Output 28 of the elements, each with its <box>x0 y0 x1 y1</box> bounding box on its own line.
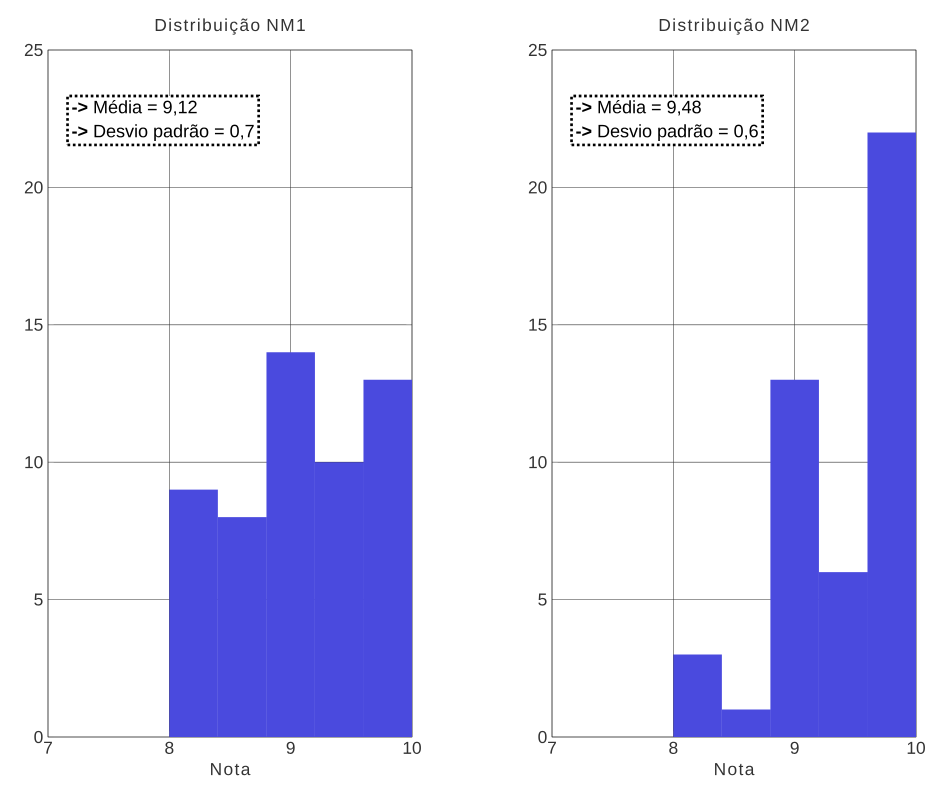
annotation: -> Média = 9,12 <box>72 100 197 116</box>
x-tick-label: 10 <box>404 742 421 754</box>
y-tick-label: 10 <box>529 456 547 468</box>
x-tick-label: 8 <box>669 742 678 754</box>
x-tick-label: 9 <box>286 742 295 754</box>
x-tick-label: 9 <box>790 742 799 754</box>
x-tick-label: 8 <box>165 742 174 754</box>
y-tick-label: 5 <box>34 594 43 606</box>
chart-title: Distribuição NM1 <box>156 18 305 35</box>
y-tick-label: 20 <box>528 181 547 194</box>
y-tick-label: 10 <box>25 456 43 468</box>
x-tick-label: 7 <box>44 742 52 754</box>
y-tick-label: 25 <box>528 44 547 56</box>
y-tick-label: 15 <box>529 318 547 331</box>
y-tick-label: 0 <box>538 730 547 744</box>
y-tick-label: 25 <box>24 44 43 56</box>
y-tick-label: 20 <box>24 181 43 194</box>
y-tick-label: 15 <box>25 318 43 331</box>
x-tick-label: 10 <box>908 742 925 754</box>
x-tick-label: 7 <box>548 742 556 754</box>
annotation: -> Desvio padrão = 0,7 <box>72 124 254 141</box>
annotation: -> Desvio padrão = 0,6 <box>576 124 758 141</box>
chart-title: Distribuição NM2 <box>660 18 809 35</box>
annotation: -> Média = 9,48 <box>576 100 701 116</box>
x-axis-title: Nota <box>211 763 250 776</box>
y-tick-label: 0 <box>34 730 43 744</box>
y-tick-label: 5 <box>538 594 547 606</box>
x-axis-title: Nota <box>715 763 754 776</box>
